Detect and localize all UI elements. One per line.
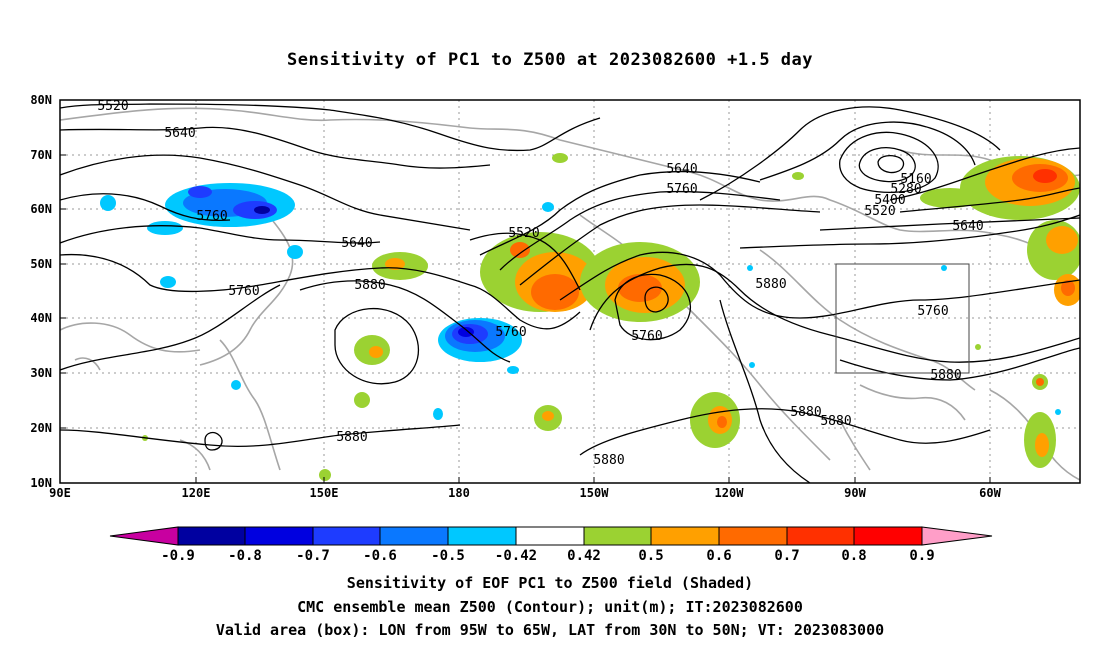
tick-marks <box>60 99 991 484</box>
lon-label: 150W <box>580 486 610 500</box>
contour-label: 5760 <box>196 209 227 224</box>
map-frame <box>59 99 1081 484</box>
colorbar-tick-label: -0.7 <box>296 548 330 564</box>
lon-label: 120E <box>182 486 211 500</box>
contour-label: 5880 <box>790 405 821 420</box>
contour-label: 5520 <box>97 99 128 114</box>
lon-label: 150E <box>310 486 339 500</box>
contour-label: 5760 <box>631 329 662 344</box>
colorbar-tick-labels: -0.9 -0.8 -0.7 -0.6 -0.5 -0.42 0.42 0.5 … <box>161 548 935 564</box>
contour-label: 5640 <box>164 126 195 141</box>
colorbar-tick-label: 0.8 <box>841 548 866 564</box>
colorbar-segment <box>177 526 246 546</box>
lon-label: 180 <box>448 486 470 500</box>
negative-sensitivity-shading <box>100 183 1061 420</box>
contour-label: 5760 <box>666 182 697 197</box>
colorbar-tick-label: -0.9 <box>161 548 195 564</box>
colorbar-tick-label: -0.5 <box>431 548 465 564</box>
lat-label: 60N <box>30 202 52 216</box>
colorbar-tick-label: -0.42 <box>495 548 537 564</box>
contour-label: 5400 <box>874 193 905 208</box>
colorbar-tick-label: 0.7 <box>774 548 799 564</box>
contour-label: 5640 <box>666 162 697 177</box>
colorbar-segment <box>718 526 788 546</box>
colorbar-segment <box>379 526 449 546</box>
lat-label: 40N <box>30 311 52 325</box>
lat-label: 30N <box>30 366 52 380</box>
contour-label: 5880 <box>755 277 786 292</box>
contour-label: 5520 <box>508 226 539 241</box>
colorbar-segment <box>244 526 314 546</box>
figure-title: Sensitivity of PC1 to Z500 at 2023082600… <box>286 50 813 70</box>
longitude-labels: 90E 120E 150E 180 150W 120W 90W 60W <box>49 486 1001 500</box>
lon-label: 90W <box>844 486 866 500</box>
lat-label: 50N <box>30 257 52 271</box>
colorbar-segment <box>447 526 517 546</box>
lat-label: 80N <box>30 93 52 107</box>
colorbar-segment <box>650 526 720 546</box>
contour-label: 5880 <box>930 368 961 383</box>
contour-label: 5520 <box>864 204 895 219</box>
colorbar-segment <box>312 526 381 546</box>
contour-label: 5640 <box>341 236 372 251</box>
contour-labels: 5520 5640 5760 5640 5760 5880 5520 5640 … <box>97 99 983 468</box>
colorbar-segment <box>515 526 585 546</box>
caption-contour: CMC ensemble mean Z500 (Contour); unit(m… <box>297 598 803 616</box>
contour-label: 5880 <box>336 430 367 445</box>
lon-label: 120W <box>715 486 745 500</box>
valid-area-box <box>835 263 970 374</box>
contour-label: 5760 <box>495 325 526 340</box>
lat-label: 20N <box>30 421 52 435</box>
colorbar-segment <box>583 526 652 546</box>
colorbar-tick-label: 0.6 <box>706 548 731 564</box>
contour-label: 5760 <box>228 284 259 299</box>
contour-label: 5880 <box>354 278 385 293</box>
colorbar-tick-label: -0.6 <box>363 548 397 564</box>
contour-label: 5640 <box>952 219 983 234</box>
colorbar-segment <box>786 526 855 546</box>
lat-label: 70N <box>30 148 52 162</box>
colorbar-segment <box>853 526 923 546</box>
colorbar <box>109 526 993 546</box>
latitude-labels: 80N 70N 60N 50N 40N 30N 20N 10N <box>30 93 52 490</box>
lon-label: 60W <box>979 486 1001 500</box>
lon-label: 90E <box>49 486 71 500</box>
colorbar-high-triangle <box>921 526 993 546</box>
colorbar-tick-label: 0.5 <box>638 548 663 564</box>
colorbar-low-triangle <box>109 526 179 546</box>
colorbar-tick-label: 0.9 <box>909 548 934 564</box>
contour-label: 5880 <box>820 414 851 429</box>
z500-contours <box>60 103 1080 483</box>
colorbar-tick-label: 0.42 <box>567 548 601 564</box>
lat-label: 10N <box>30 476 52 490</box>
contour-label: 5760 <box>917 304 948 319</box>
colorbar-tick-label: -0.8 <box>228 548 262 564</box>
caption-valid-area: Valid area (box): LON from 95W to 65W, L… <box>215 621 885 639</box>
contour-label: 5880 <box>593 453 624 468</box>
caption-shaded: Sensitivity of EOF PC1 to Z500 field (Sh… <box>346 574 754 592</box>
contour-label: 5280 <box>890 182 921 197</box>
contour-label: 5160 <box>900 172 931 187</box>
